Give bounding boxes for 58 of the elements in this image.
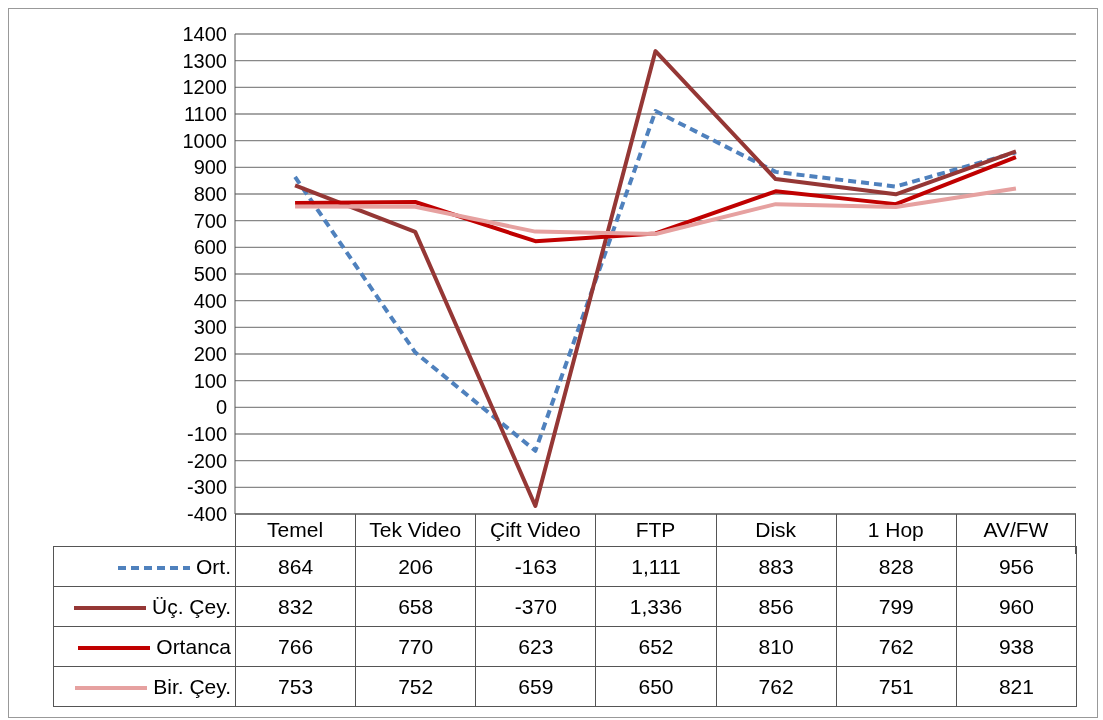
legend-label: Bir. Çey. <box>153 674 231 698</box>
y-tick-label: 300 <box>193 316 227 339</box>
y-tick-label: 900 <box>193 156 227 179</box>
legend-label: Ortanca <box>156 634 231 658</box>
y-tick-label: -200 <box>186 449 227 472</box>
data-label: 751 <box>836 666 957 707</box>
data-label: 960 <box>956 586 1077 627</box>
y-tick-label: 1400 <box>182 23 227 46</box>
y-tick-label: -400 <box>186 503 227 526</box>
data-label: 799 <box>836 586 957 627</box>
y-tick-label: -100 <box>186 423 227 446</box>
data-label: 658 <box>355 586 476 627</box>
y-tick-label: 800 <box>193 183 227 206</box>
x-tick-label: Temel <box>267 517 324 541</box>
data-label: 650 <box>595 666 717 707</box>
y-tick-label: 1300 <box>182 49 227 72</box>
data-label: 938 <box>956 626 1077 667</box>
data-label: 623 <box>475 626 596 667</box>
data-label: 956 <box>956 546 1077 587</box>
x-tick-label: 1 Hop <box>867 517 924 541</box>
y-tick-label: -300 <box>186 476 227 499</box>
data-label: 856 <box>716 586 837 627</box>
data-label: 821 <box>956 666 1077 707</box>
data-label: 1,336 <box>595 586 717 627</box>
data-label: 659 <box>475 666 596 707</box>
data-label: 766 <box>235 626 356 667</box>
y-tick-label: 600 <box>193 236 227 259</box>
x-tick-label: Tek Video <box>369 517 462 541</box>
y-tick-label: 100 <box>193 369 227 392</box>
legend-label: Üç. Çey. <box>152 594 231 618</box>
data-label: 652 <box>595 626 717 667</box>
legend-label: Ort. <box>196 554 231 578</box>
data-label: 1,111 <box>595 546 717 587</box>
x-tick-label: AV/FW <box>983 517 1049 541</box>
y-tick-label: 1000 <box>182 129 227 152</box>
data-label: -370 <box>475 586 596 627</box>
data-label: 762 <box>716 666 837 707</box>
x-tick-label: Disk <box>755 517 797 541</box>
data-label: 206 <box>355 546 476 587</box>
data-label: 752 <box>355 666 476 707</box>
y-tick-label: 0 <box>215 396 227 419</box>
data-label: 864 <box>235 546 356 587</box>
y-tick-label: 700 <box>193 209 227 232</box>
x-tick-label: Çift Video <box>490 517 581 541</box>
data-label: 832 <box>235 586 356 627</box>
y-tick-label: 400 <box>193 289 227 312</box>
y-tick-label: 500 <box>193 263 227 286</box>
data-label: 810 <box>716 626 837 667</box>
data-label: 883 <box>716 546 837 587</box>
data-label: 828 <box>836 546 957 587</box>
data-label: 762 <box>836 626 957 667</box>
data-label: -163 <box>475 546 596 587</box>
y-tick-label: 1100 <box>183 103 227 126</box>
data-label: 770 <box>355 626 476 667</box>
x-tick-label: FTP <box>635 517 676 541</box>
y-tick-label: 1200 <box>182 76 227 99</box>
data-label: 753 <box>235 666 356 707</box>
y-tick-label: 200 <box>193 343 227 366</box>
